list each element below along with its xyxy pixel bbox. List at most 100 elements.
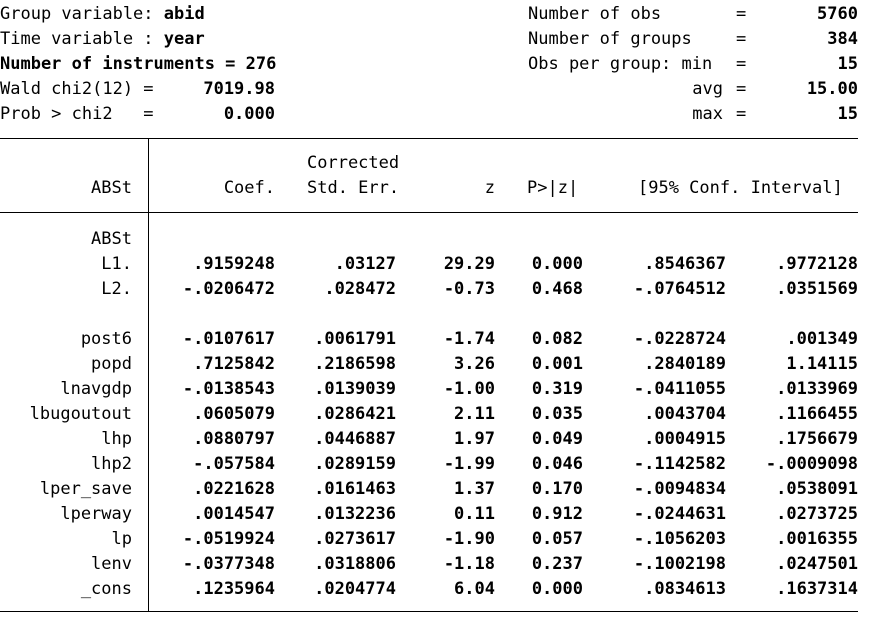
row-coef: -.0107617 bbox=[182, 329, 275, 349]
row-ci-low: .8546367 bbox=[644, 254, 726, 274]
max-label: max bbox=[692, 104, 723, 124]
row-p: 0.319 bbox=[531, 379, 583, 399]
max-eq: = bbox=[736, 104, 747, 124]
groups-label: Number of groups bbox=[528, 29, 692, 49]
row-p: 0.082 bbox=[531, 329, 583, 349]
row-se: .0318806 bbox=[314, 554, 396, 574]
row-p: 0.237 bbox=[531, 554, 583, 574]
row-z: -1.00 bbox=[443, 379, 495, 399]
row-var: lhp2 bbox=[91, 454, 132, 474]
row-z: 2.11 bbox=[454, 404, 495, 424]
table-top-rule bbox=[0, 138, 858, 139]
column-header-se: Std. Err. bbox=[307, 178, 400, 198]
column-header-z: z bbox=[484, 178, 495, 198]
row-ci-low: -.1056203 bbox=[633, 529, 726, 549]
group-variable-line: Group variable: abid bbox=[0, 4, 205, 24]
group-variable-value: abid bbox=[163, 4, 205, 24]
row-ci-high: .9772128 bbox=[776, 254, 858, 274]
row-ci-high: .0538091 bbox=[776, 479, 858, 499]
row-se: .2186598 bbox=[314, 354, 396, 374]
row-ci-high: .1756679 bbox=[776, 429, 858, 449]
row-se: .028472 bbox=[324, 279, 396, 299]
row-p: 0.001 bbox=[531, 354, 583, 374]
avg-eq: = bbox=[736, 79, 747, 99]
column-header-ci: [95% Conf. Interval] bbox=[638, 178, 843, 198]
group-variable-label: Group variable: bbox=[0, 4, 164, 24]
obs-label: Number of obs bbox=[528, 4, 662, 24]
row-p: 0.035 bbox=[531, 404, 583, 424]
column-header-var: ABSt bbox=[91, 178, 132, 198]
row-ci-low: -.0764512 bbox=[633, 279, 726, 299]
row-var: lper_save bbox=[39, 479, 132, 499]
row-ci-low: -.0094834 bbox=[633, 479, 726, 499]
row-coef: .0605079 bbox=[193, 404, 275, 424]
column-header-p: P>|z| bbox=[527, 178, 579, 198]
obs-value: 5760 bbox=[817, 4, 858, 24]
row-coef: -.0138543 bbox=[182, 379, 275, 399]
row-ci-high: 1.14115 bbox=[786, 354, 858, 374]
row-ci-low: .0834613 bbox=[644, 579, 726, 599]
row-var: lenv bbox=[91, 554, 132, 574]
row-p: 0.049 bbox=[531, 429, 583, 449]
row-se: .0132236 bbox=[314, 504, 396, 524]
prob-value: 0.000 bbox=[223, 104, 275, 124]
row-se: .0446887 bbox=[314, 429, 396, 449]
row-ci-high: .0273725 bbox=[776, 504, 858, 524]
groups-value: 384 bbox=[827, 29, 858, 49]
row-ci-low: -.1002198 bbox=[633, 554, 726, 574]
avg-label: avg bbox=[692, 79, 723, 99]
row-coef: -.0206472 bbox=[182, 279, 275, 299]
row-p: 0.000 bbox=[531, 254, 583, 274]
row-z: 1.97 bbox=[454, 429, 495, 449]
row-ci-high: .0133969 bbox=[776, 379, 858, 399]
row-var: lperway bbox=[60, 504, 132, 524]
row-z: -1.74 bbox=[443, 329, 495, 349]
row-ci-low: -.0228724 bbox=[633, 329, 726, 349]
row-coef: .0014547 bbox=[193, 504, 275, 524]
row-var: lhp bbox=[101, 429, 132, 449]
row-se: .0139039 bbox=[314, 379, 396, 399]
row-coef: .0221628 bbox=[193, 479, 275, 499]
row-var: lbugoutout bbox=[29, 404, 132, 424]
row-p: 0.170 bbox=[531, 479, 583, 499]
row-ci-high: .1637314 bbox=[776, 579, 858, 599]
groups-eq: = bbox=[736, 29, 747, 49]
row-z: -1.99 bbox=[443, 454, 495, 474]
row-p: 0.912 bbox=[531, 504, 583, 524]
row-p: 0.046 bbox=[531, 454, 583, 474]
table-vertical-rule bbox=[148, 138, 149, 612]
row-coef: .9159248 bbox=[193, 254, 275, 274]
row-ci-low: -.1142582 bbox=[633, 454, 726, 474]
row-se: .0161463 bbox=[314, 479, 396, 499]
row-coef: .0880797 bbox=[193, 429, 275, 449]
row-z: -1.90 bbox=[443, 529, 495, 549]
row-se: .0273617 bbox=[314, 529, 396, 549]
avg-value: 15.00 bbox=[806, 79, 858, 99]
row-ci-low: .0043704 bbox=[644, 404, 726, 424]
wald-value: 7019.98 bbox=[203, 79, 275, 99]
time-variable-value: year bbox=[163, 29, 205, 49]
row-z: 29.29 bbox=[443, 254, 495, 274]
row-ci-high: .1166455 bbox=[776, 404, 858, 424]
row-se: .03127 bbox=[334, 254, 396, 274]
row-ci-high: .0247501 bbox=[776, 554, 858, 574]
column-header-se-top: Corrected bbox=[307, 153, 400, 173]
row-var: popd bbox=[91, 354, 132, 374]
row-z: -0.73 bbox=[443, 279, 495, 299]
row-coef: -.0519924 bbox=[182, 529, 275, 549]
row-var: post6 bbox=[80, 329, 132, 349]
wald-label: Wald chi2(12) = bbox=[0, 79, 154, 99]
min-value: 15 bbox=[837, 54, 858, 74]
row-se: .0289159 bbox=[314, 454, 396, 474]
group-heading: ABSt bbox=[91, 229, 132, 249]
row-ci-high: .0351569 bbox=[776, 279, 858, 299]
row-var: L1. bbox=[101, 254, 132, 274]
row-p: 0.000 bbox=[531, 579, 583, 599]
row-var: _cons bbox=[80, 579, 132, 599]
max-value: 15 bbox=[837, 104, 858, 124]
min-eq: = bbox=[736, 54, 747, 74]
row-se: .0061791 bbox=[314, 329, 396, 349]
row-coef: .7125842 bbox=[193, 354, 275, 374]
row-se: .0204774 bbox=[314, 579, 396, 599]
row-var: lp bbox=[111, 529, 132, 549]
